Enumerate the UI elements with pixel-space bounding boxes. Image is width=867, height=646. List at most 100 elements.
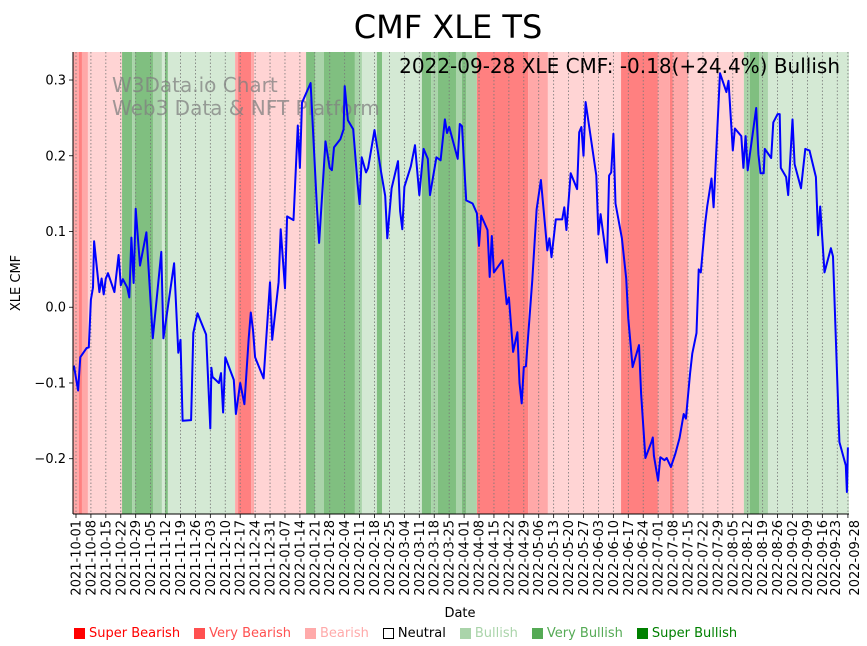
- legend-swatch: [304, 627, 316, 639]
- x-tick-label: 2022-01-14: [293, 520, 308, 596]
- regime-band-very-bullish: [354, 52, 362, 514]
- regime-band-super-bullish: [135, 52, 153, 514]
- x-tick-label: 2021-10-29: [129, 520, 144, 596]
- x-tick-label: 2022-08-12: [741, 520, 756, 596]
- x-tick-label: 2022-04-08: [473, 520, 488, 596]
- legend-item-super-bullish: Super Bullish: [636, 624, 738, 642]
- y-axis-label: XLE CMF: [9, 255, 24, 311]
- regime-band-bearish: [687, 52, 744, 514]
- cmf-line: [72, 72, 849, 493]
- x-tick-label: 2021-11-12: [159, 520, 174, 596]
- x-axis-label: Date: [444, 606, 475, 621]
- x-tick-label: 2022-07-22: [696, 520, 711, 596]
- x-tick-label: 2022-07-15: [681, 520, 696, 596]
- x-tick-label: 2022-08-05: [726, 520, 741, 596]
- x-tick-label: 2022-07-01: [652, 520, 667, 596]
- legend-swatch: [194, 627, 206, 639]
- regime-band-very-bullish: [466, 52, 477, 514]
- legend-item-bearish: Bearish: [304, 624, 369, 642]
- y-tick-label: −0.2: [34, 452, 66, 467]
- regime-band-super-bullish: [421, 52, 432, 514]
- x-tick-label: 2022-09-02: [786, 520, 801, 596]
- legend-swatch: [74, 627, 85, 639]
- x-tick-label: 2021-10-01: [69, 520, 84, 596]
- x-tick-label: 2022-03-25: [443, 520, 458, 596]
- x-tick-label: 2022-05-06: [532, 520, 547, 596]
- x-tick-label: 2022-09-16: [816, 520, 831, 596]
- x-tick-label: 2021-10-22: [114, 520, 129, 596]
- x-tick-label: 2022-02-04: [338, 520, 353, 596]
- regime-band-super-bullish: [323, 52, 355, 514]
- x-tick-label: 2022-03-18: [428, 520, 443, 596]
- x-tick-label: 2021-10-15: [99, 520, 114, 596]
- x-tick-label: 2022-01-28: [323, 520, 338, 596]
- y-tick-label: 0.1: [45, 225, 66, 240]
- regime-band-very-bearish: [672, 52, 688, 514]
- legend-swatch: [382, 627, 394, 639]
- axes: 2021-10-01 2021-10-08 2021-10-15 2021-10-22…: [34, 52, 863, 596]
- x-tick-label: 2022-04-29: [517, 520, 532, 596]
- legend-item-very-bearish: Very Bearish: [194, 624, 291, 642]
- regime-band-super-bullish: [122, 52, 133, 514]
- x-tick-label: 2022-09-09: [801, 520, 816, 596]
- x-tick-label: 2022-04-22: [502, 520, 517, 596]
- x-tick-label: 2021-11-05: [144, 520, 159, 596]
- x-tick-label: 2022-07-08: [667, 520, 682, 596]
- x-tick-label: 2022-09-28: [848, 520, 863, 596]
- watermark-line-1: W3Data.io Chart: [112, 73, 278, 97]
- y-tick-label: 0.3: [45, 74, 66, 89]
- x-tick-label: 2022-01-07: [278, 520, 293, 596]
- regime-band-super-bullish: [376, 52, 382, 514]
- regime-band-very-bearish: [657, 52, 670, 514]
- regime-band-bearish: [254, 52, 307, 514]
- legend-item-super-bearish: Super Bearish: [74, 624, 180, 642]
- x-tick-label: 2022-02-18: [368, 520, 383, 596]
- regime-band-very-bearish: [251, 52, 255, 514]
- regime-band-very-bullish: [315, 52, 324, 514]
- regime-band-bullish: [381, 52, 422, 514]
- x-tick-label: 2022-06-24: [637, 520, 652, 596]
- x-tick-label: 2021-12-10: [219, 520, 234, 596]
- x-tick-label: 2022-09-23: [829, 520, 844, 596]
- chart-title: CMF XLE TS: [354, 8, 543, 46]
- x-tick-label: 2021-12-17: [234, 520, 249, 596]
- legend-label: Neutral: [397, 625, 446, 641]
- x-tick-label: 2022-06-03: [592, 520, 607, 596]
- x-tick-label: 2022-07-29: [711, 520, 726, 596]
- y-tick-label: 0.2: [45, 149, 66, 164]
- regime-band-bullish: [767, 52, 849, 514]
- regime-band-very-bullish: [455, 52, 462, 514]
- regime-band-super-bullish: [306, 52, 316, 514]
- legend-label: Super Bearish: [89, 625, 181, 641]
- x-tick-label: 2021-12-31: [264, 520, 279, 596]
- regime-band-very-bullish: [743, 52, 750, 514]
- regime-band-super-bullish: [437, 52, 456, 514]
- legend-swatch: [636, 627, 648, 639]
- legend-label: Very Bearish: [209, 625, 291, 641]
- x-tick-label: 2022-05-20: [562, 520, 577, 596]
- x-tick-label: 2021-10-08: [84, 520, 99, 596]
- x-tick-label: 2022-02-11: [353, 520, 368, 596]
- x-tick-label: 2022-03-04: [398, 520, 413, 596]
- x-tick-label: 2021-11-19: [174, 520, 189, 596]
- regime-band-bullish: [361, 52, 377, 514]
- legend-swatch: [531, 627, 543, 639]
- watermark-line-2: Web3 Data & NFT Platform: [112, 96, 380, 120]
- latest-value-annotation: 2022-09-28 XLE CMF: -0.18(+24.4%) Bullis…: [399, 54, 840, 78]
- y-tick-label: 0.0: [45, 301, 66, 316]
- legend-item-bullish: Bullish: [459, 624, 518, 642]
- legend-swatch: [459, 627, 471, 639]
- regime-band-bullish: [161, 52, 165, 514]
- x-tick-label: 2022-01-21: [308, 520, 323, 596]
- x-tick-label: 2022-06-10: [607, 520, 622, 596]
- regime-band-bullish: [167, 52, 236, 514]
- legend-label: Very Bullish: [546, 625, 623, 641]
- x-tick-label: 2022-08-26: [771, 520, 786, 596]
- legend-label: Super Bullish: [651, 625, 738, 641]
- x-tick-label: 2022-02-25: [383, 520, 398, 596]
- x-tick-label: 2022-04-01: [458, 520, 473, 596]
- legend-item-neutral: Neutral: [382, 624, 446, 642]
- regime-bands: [73, 52, 849, 514]
- regime-band-very-bearish: [81, 52, 88, 514]
- x-tick-label: 2021-12-03: [204, 520, 219, 596]
